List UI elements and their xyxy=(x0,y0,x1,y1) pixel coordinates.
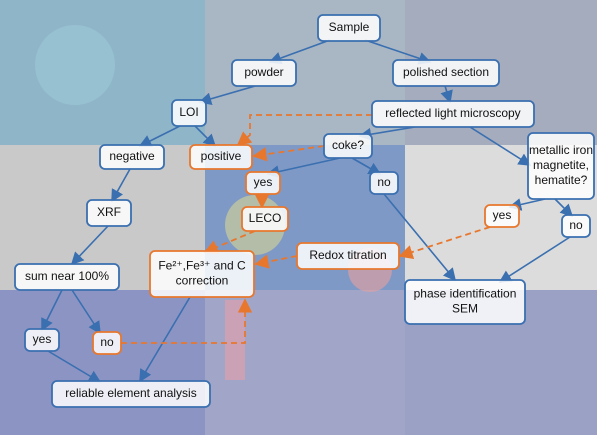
node-label: no xyxy=(100,335,114,349)
node-label: correction xyxy=(176,274,229,288)
node-label: Fe²⁺,Fe³⁺ and C xyxy=(158,259,246,273)
node-label: hematite? xyxy=(535,173,588,187)
node-label: yes xyxy=(493,208,512,222)
node-label: Sample xyxy=(329,20,370,34)
node-label: Redox titration xyxy=(309,248,386,262)
node-label: yes xyxy=(33,332,52,346)
node-label: polished section xyxy=(403,65,489,79)
node-label: no xyxy=(377,175,391,189)
node-label: magnetite, xyxy=(533,158,589,172)
node-label: sum near 100% xyxy=(25,269,109,283)
node-label: reliable element analysis xyxy=(65,386,196,400)
node-label: XRF xyxy=(97,205,121,219)
node-label: no xyxy=(569,218,583,232)
node-label: positive xyxy=(201,149,242,163)
diagram: Sample powder polished section LOI reflected… xyxy=(0,0,597,435)
node-label: SEM xyxy=(452,302,478,316)
node-label: phase identification xyxy=(414,287,517,301)
node-label: metallic iron xyxy=(529,143,593,157)
node-label: coke? xyxy=(332,138,364,152)
node-label: LOI xyxy=(179,105,198,119)
node-label: reflected light microscopy xyxy=(385,106,520,120)
node-label: LECO xyxy=(249,211,282,225)
node-label: negative xyxy=(109,149,155,163)
node-label: yes xyxy=(254,175,273,189)
node-label: powder xyxy=(244,65,283,79)
